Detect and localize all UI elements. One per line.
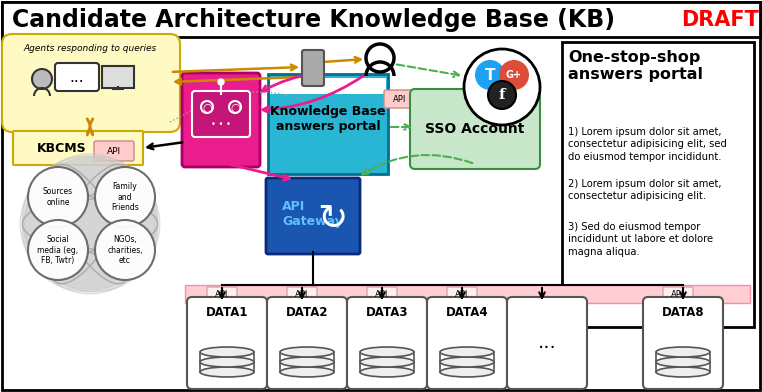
Ellipse shape	[25, 154, 155, 294]
FancyBboxPatch shape	[102, 66, 134, 88]
FancyBboxPatch shape	[367, 287, 397, 302]
Ellipse shape	[200, 367, 254, 377]
FancyBboxPatch shape	[270, 78, 386, 94]
FancyBboxPatch shape	[94, 141, 134, 161]
FancyBboxPatch shape	[55, 63, 99, 91]
FancyBboxPatch shape	[427, 297, 507, 389]
Text: Social
media (eg,
FB, Twtr): Social media (eg, FB, Twtr)	[37, 235, 78, 265]
Text: One-stop-shop
answers portal: One-stop-shop answers portal	[568, 50, 703, 82]
Text: API: API	[671, 290, 685, 299]
Ellipse shape	[200, 347, 254, 357]
FancyBboxPatch shape	[266, 178, 360, 254]
Text: Agents responding to queries: Agents responding to queries	[24, 44, 157, 53]
Ellipse shape	[360, 367, 414, 377]
Text: Family
and
Friends: Family and Friends	[111, 182, 139, 212]
Ellipse shape	[280, 367, 334, 377]
Text: 3) Sed do eiusmod tempor
incididunt ut labore et dolore
magna aliqua.: 3) Sed do eiusmod tempor incididunt ut l…	[568, 222, 713, 257]
Ellipse shape	[440, 357, 494, 367]
Text: API: API	[216, 290, 229, 299]
FancyBboxPatch shape	[2, 34, 180, 132]
Text: ↻: ↻	[317, 201, 347, 235]
FancyBboxPatch shape	[192, 91, 250, 137]
Circle shape	[28, 167, 88, 227]
Ellipse shape	[440, 347, 494, 357]
Text: API: API	[393, 94, 407, 103]
Circle shape	[28, 220, 88, 280]
FancyBboxPatch shape	[447, 287, 477, 302]
Text: ...: ...	[538, 332, 556, 352]
Text: • • •: • • •	[211, 120, 231, 129]
Text: NGOs,
charities,
etc: NGOs, charities, etc	[107, 235, 142, 265]
FancyBboxPatch shape	[347, 297, 427, 389]
FancyBboxPatch shape	[643, 297, 723, 389]
Ellipse shape	[200, 357, 254, 367]
Ellipse shape	[440, 367, 494, 377]
Circle shape	[488, 81, 516, 109]
Circle shape	[464, 49, 540, 125]
FancyBboxPatch shape	[182, 73, 260, 167]
Text: DATA1: DATA1	[206, 305, 248, 318]
Circle shape	[218, 79, 224, 85]
Ellipse shape	[22, 156, 158, 292]
Text: API: API	[296, 290, 309, 299]
Text: KBCMS: KBCMS	[37, 142, 87, 154]
Text: DRAFT: DRAFT	[681, 10, 759, 30]
Text: DATA4: DATA4	[446, 305, 488, 318]
Text: API: API	[376, 290, 389, 299]
Text: ○: ○	[202, 102, 212, 112]
Ellipse shape	[22, 156, 158, 292]
Text: DATA8: DATA8	[661, 305, 704, 318]
Circle shape	[95, 167, 155, 227]
Circle shape	[499, 60, 529, 90]
Ellipse shape	[656, 367, 710, 377]
Circle shape	[366, 44, 394, 72]
Text: Knowledge Base
answers portal: Knowledge Base answers portal	[271, 105, 386, 133]
Ellipse shape	[360, 347, 414, 357]
Text: Sources
online: Sources online	[43, 187, 73, 207]
FancyBboxPatch shape	[2, 2, 760, 37]
FancyBboxPatch shape	[187, 297, 267, 389]
FancyBboxPatch shape	[410, 89, 540, 169]
Text: ...: ...	[69, 69, 85, 85]
Circle shape	[475, 60, 505, 90]
FancyBboxPatch shape	[13, 131, 143, 165]
Text: API
Gateway: API Gateway	[282, 200, 343, 228]
Text: Candidate Architecture Knowledge Base (KB): Candidate Architecture Knowledge Base (K…	[12, 8, 615, 32]
Text: DATA2: DATA2	[286, 305, 328, 318]
FancyBboxPatch shape	[268, 74, 388, 174]
FancyBboxPatch shape	[267, 297, 347, 389]
FancyBboxPatch shape	[384, 90, 416, 108]
Text: ○: ○	[230, 102, 240, 112]
Ellipse shape	[20, 159, 160, 289]
Text: DATA3: DATA3	[366, 305, 408, 318]
Text: 1) Lorem ipsum dolor sit amet,
consectetur adipisicing elit, sed
do eiusmod temp: 1) Lorem ipsum dolor sit amet, consectet…	[568, 127, 727, 162]
Circle shape	[32, 69, 52, 89]
Text: G+: G+	[506, 70, 522, 80]
Ellipse shape	[280, 357, 334, 367]
FancyBboxPatch shape	[306, 58, 320, 74]
FancyBboxPatch shape	[207, 287, 237, 302]
Ellipse shape	[656, 347, 710, 357]
Text: T: T	[485, 67, 495, 82]
FancyBboxPatch shape	[663, 287, 693, 302]
Ellipse shape	[360, 357, 414, 367]
FancyBboxPatch shape	[287, 287, 317, 302]
Text: 2) Lorem ipsum dolor sit amet,
consectetur adipisicing elit.: 2) Lorem ipsum dolor sit amet, consectet…	[568, 179, 722, 201]
FancyBboxPatch shape	[562, 42, 754, 327]
FancyBboxPatch shape	[507, 297, 587, 389]
FancyBboxPatch shape	[302, 50, 324, 86]
Ellipse shape	[656, 357, 710, 367]
Text: f: f	[498, 88, 505, 102]
Circle shape	[229, 101, 241, 113]
Text: Chatbot: Chatbot	[197, 144, 246, 154]
Text: API: API	[456, 290, 469, 299]
Text: API: API	[107, 147, 121, 156]
FancyBboxPatch shape	[185, 285, 750, 303]
Ellipse shape	[280, 347, 334, 357]
Circle shape	[201, 101, 213, 113]
Text: SSO Account: SSO Account	[425, 122, 525, 136]
Circle shape	[95, 220, 155, 280]
